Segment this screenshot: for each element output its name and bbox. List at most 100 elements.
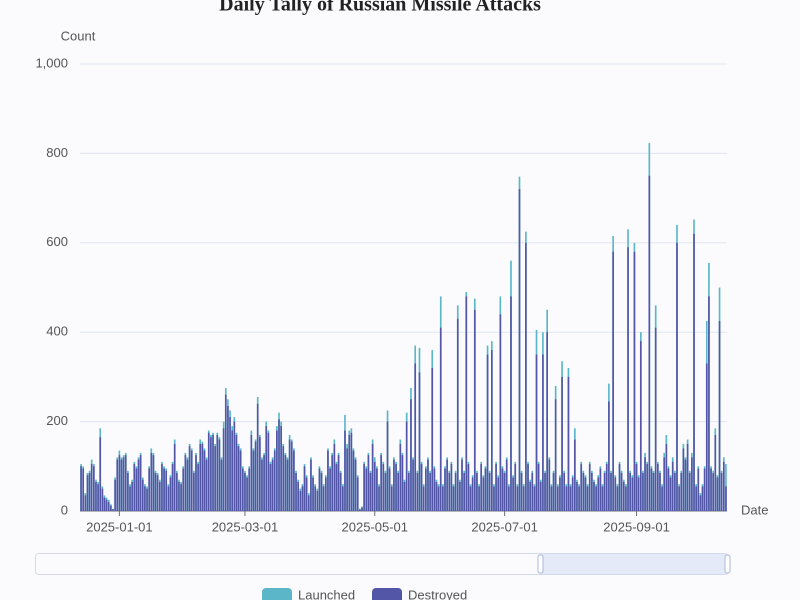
bar	[246, 477, 248, 511]
bar	[256, 403, 259, 511]
bar	[478, 486, 480, 511]
bar	[616, 486, 619, 511]
bar	[239, 450, 242, 511]
bar	[250, 435, 253, 511]
zoom-window[interactable]	[541, 554, 728, 574]
zoom-handle[interactable]	[537, 554, 544, 574]
bar	[601, 486, 604, 511]
chart-title: Daily Tally of Russian Missile Attacks	[219, 0, 541, 16]
bar	[701, 486, 704, 511]
legend-swatch[interactable]	[262, 588, 292, 600]
bar	[584, 477, 587, 511]
bar	[197, 464, 199, 511]
bar	[324, 477, 327, 511]
bar	[559, 477, 561, 511]
bar	[620, 473, 623, 511]
bar	[269, 464, 272, 511]
bar	[397, 473, 400, 511]
bar	[90, 464, 93, 511]
bar	[697, 468, 700, 511]
bar	[531, 473, 534, 511]
bar	[561, 376, 563, 511]
bar	[176, 473, 178, 511]
y-tick-label: 400	[46, 324, 68, 339]
bar	[695, 486, 697, 511]
bar	[361, 507, 363, 511]
bar	[527, 464, 529, 511]
bar	[542, 354, 544, 511]
bar	[148, 468, 150, 511]
bar	[614, 477, 617, 511]
bar	[190, 450, 193, 511]
bar	[299, 490, 302, 511]
bar	[722, 461, 725, 511]
bar	[348, 435, 351, 511]
bar	[129, 486, 131, 511]
y-tick-label: 200	[46, 413, 68, 428]
bar	[418, 372, 421, 511]
bar	[212, 435, 214, 511]
bar	[224, 394, 227, 511]
bar	[473, 309, 476, 511]
bar	[195, 455, 197, 511]
bar	[114, 479, 116, 511]
bar	[216, 435, 219, 511]
bar	[178, 481, 180, 511]
bar	[667, 468, 670, 511]
bar	[373, 461, 376, 511]
bar	[490, 350, 493, 511]
bar	[469, 486, 472, 511]
bar	[120, 459, 123, 511]
bar	[603, 473, 606, 511]
bar	[171, 464, 174, 511]
bar	[305, 477, 308, 511]
bar	[682, 448, 685, 511]
bar	[252, 450, 255, 511]
bar	[565, 486, 568, 511]
x-tick-label: 2025-05-01	[342, 519, 409, 534]
bar	[169, 477, 172, 511]
bar	[356, 477, 359, 511]
legend-label[interactable]: Destroyed	[408, 587, 467, 600]
bar	[480, 464, 483, 511]
bar	[207, 432, 210, 511]
bar	[310, 459, 312, 511]
bar	[599, 468, 602, 511]
bar	[503, 473, 506, 511]
bar	[156, 475, 159, 511]
bar	[214, 446, 216, 511]
bar	[88, 473, 91, 511]
legend-label[interactable]: Launched	[298, 587, 355, 600]
x-tick-label: 2025-07-01	[471, 519, 538, 534]
y-tick-label: 600	[46, 234, 68, 249]
bar	[110, 505, 112, 511]
bar	[339, 473, 342, 511]
bar	[618, 464, 621, 511]
bar	[595, 486, 597, 511]
bar	[505, 459, 508, 511]
bar	[254, 441, 257, 511]
legend-swatch[interactable]	[372, 588, 402, 600]
bar	[699, 495, 702, 511]
y-tick-label: 800	[46, 145, 68, 160]
bar	[346, 448, 348, 511]
bar	[227, 405, 229, 511]
bar	[597, 477, 600, 511]
bar	[220, 459, 223, 511]
bar	[320, 473, 323, 511]
bar	[461, 459, 463, 511]
zoom-handle[interactable]	[724, 554, 731, 574]
bar	[495, 464, 497, 511]
bar	[520, 473, 523, 511]
bar	[710, 468, 712, 511]
bar	[644, 457, 646, 511]
bar	[552, 473, 555, 511]
bar	[359, 509, 361, 511]
bar	[241, 468, 244, 511]
bar	[446, 459, 448, 511]
bar	[703, 468, 706, 511]
bar	[107, 502, 110, 511]
bar	[390, 486, 393, 511]
bar	[414, 363, 417, 511]
